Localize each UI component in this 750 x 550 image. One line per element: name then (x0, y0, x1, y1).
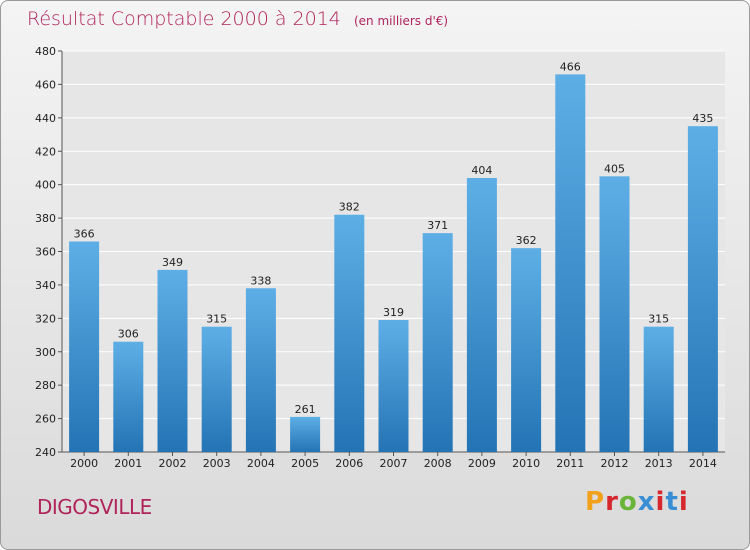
y-tick-label: 400 (35, 179, 56, 192)
bar (599, 176, 630, 452)
y-tick-label: 460 (35, 78, 56, 91)
bar (334, 214, 365, 452)
bar-value-label: 435 (692, 112, 713, 125)
x-tick-label: 2004 (247, 457, 275, 470)
logo-letter: i (678, 487, 689, 517)
bar-value-label: 315 (648, 313, 669, 326)
bar (157, 269, 188, 452)
x-tick-label: 2009 (468, 457, 496, 470)
logo-letter: i (655, 487, 666, 517)
bar-value-label: 319 (383, 306, 404, 319)
y-tick-label: 480 (35, 45, 56, 58)
bar-value-label: 371 (427, 219, 448, 232)
chart-title: Résultat Comptable 2000 à 2014 (27, 8, 341, 30)
bar-value-label: 306 (118, 328, 139, 341)
y-tick-label: 320 (35, 312, 56, 325)
bar (378, 320, 409, 452)
y-tick-label: 380 (35, 212, 56, 225)
bar (290, 416, 321, 452)
y-tick-label: 280 (35, 379, 56, 392)
x-tick-label: 2008 (424, 457, 452, 470)
bar-value-label: 404 (471, 164, 492, 177)
y-tick-label: 260 (35, 413, 56, 426)
proxiti-logo: Proxiti (585, 487, 689, 517)
y-tick-label: 420 (35, 145, 56, 158)
bar-value-label: 366 (74, 227, 95, 240)
bar-value-label: 466 (560, 60, 581, 73)
logo-letter: r (605, 487, 619, 517)
x-tick-label: 2010 (512, 457, 540, 470)
bar (555, 74, 586, 453)
logo-letter: o (618, 487, 638, 517)
x-tick-label: 2000 (70, 457, 98, 470)
bar-value-label: 362 (516, 234, 537, 247)
y-tick-label: 300 (35, 346, 56, 359)
bar (69, 241, 100, 452)
bar (113, 341, 144, 452)
y-tick-label: 340 (35, 279, 56, 292)
bar (201, 326, 232, 452)
x-tick-label: 2005 (291, 457, 319, 470)
x-tick-label: 2002 (159, 457, 187, 470)
bar-value-label: 405 (604, 162, 625, 175)
y-tick-label: 240 (35, 446, 56, 459)
bar-value-label: 349 (162, 256, 183, 269)
x-tick-label: 2003 (203, 457, 231, 470)
chart-title-block: Résultat Comptable 2000 à 2014 (en milli… (27, 8, 448, 30)
chart-subtitle: (en milliers d'€) (353, 14, 449, 28)
bar (511, 248, 542, 452)
bar (687, 126, 718, 452)
x-tick-label: 2001 (114, 457, 142, 470)
logo-letter: x (637, 487, 656, 517)
x-tick-label: 2007 (380, 457, 408, 470)
bar-value-label: 261 (295, 403, 316, 416)
bar (245, 288, 276, 452)
bar-value-label: 315 (206, 313, 227, 326)
bar-value-label: 382 (339, 201, 360, 214)
bar (422, 233, 453, 452)
bar (643, 326, 674, 452)
logo-letter: t (665, 487, 679, 517)
y-tick-label: 440 (35, 112, 56, 125)
x-tick-label: 2006 (335, 457, 363, 470)
x-tick-label: 2014 (689, 457, 717, 470)
y-tick-label: 360 (35, 246, 56, 259)
commune-name: DIGOSVILLE (37, 495, 152, 519)
bar (466, 177, 497, 452)
x-tick-label: 2012 (601, 457, 629, 470)
x-tick-label: 2011 (556, 457, 584, 470)
x-tick-label: 2013 (645, 457, 673, 470)
logo-letter: P (585, 487, 606, 517)
bar-value-label: 338 (250, 274, 271, 287)
